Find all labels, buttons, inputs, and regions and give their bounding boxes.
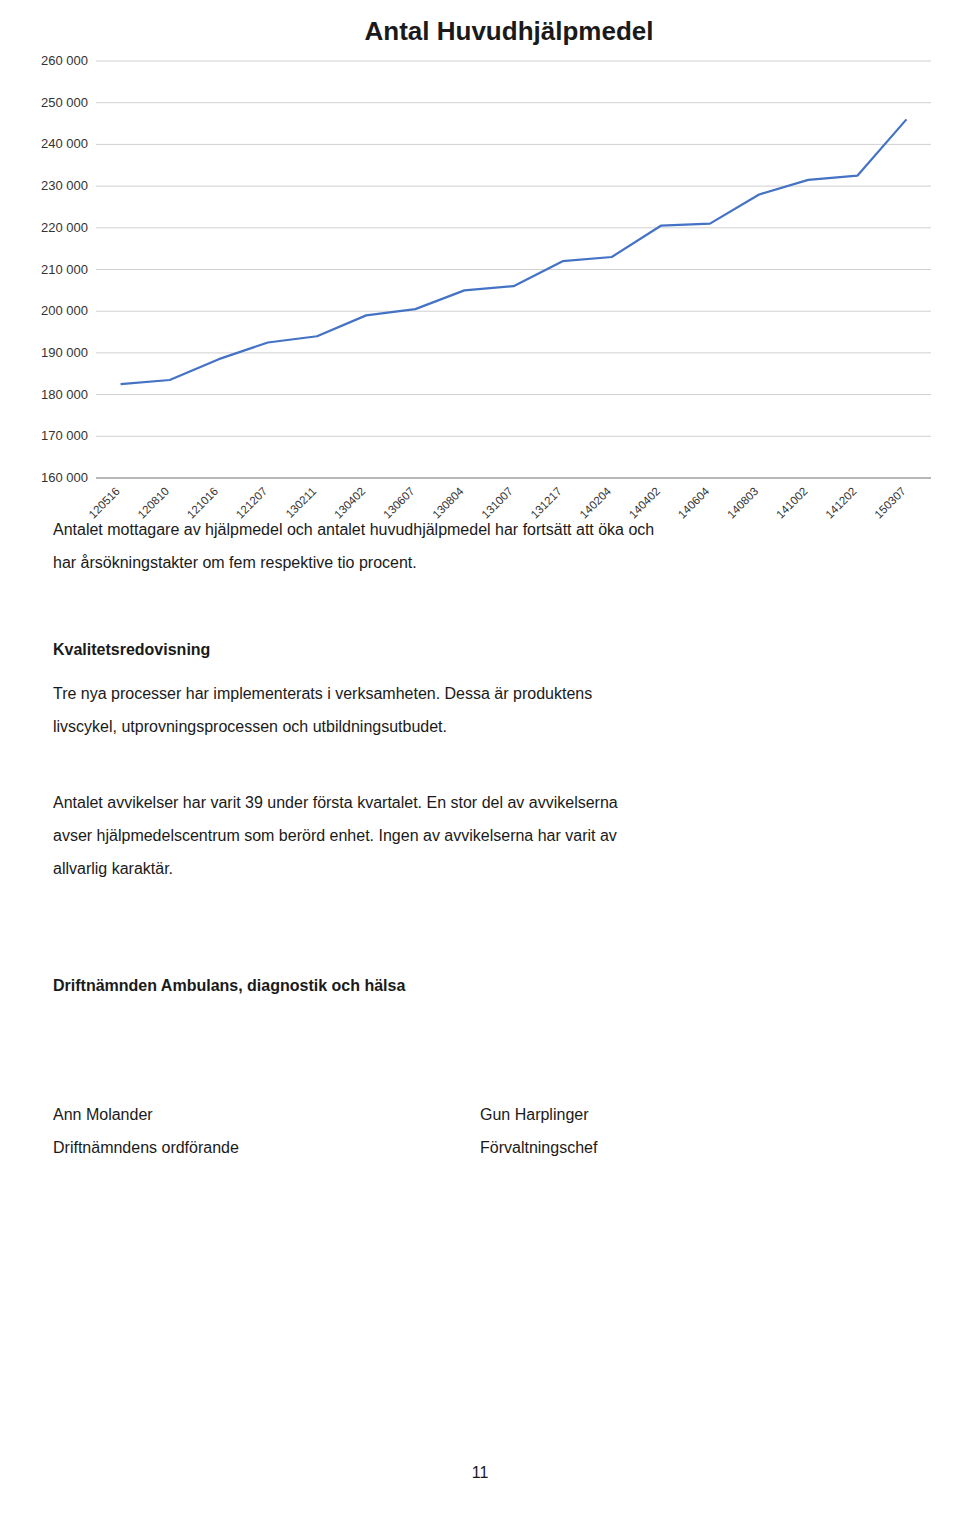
paragraph-line: livscykel, utprovningsprocessen och utbi…	[53, 716, 447, 738]
y-tick-label: 170 000	[41, 428, 88, 443]
x-tick-label: 120810	[135, 485, 171, 520]
x-tick-label: 140204	[578, 485, 614, 520]
y-tick-label: 200 000	[41, 303, 88, 318]
paragraph-line: Antalet avvikelser har varit 39 under fö…	[53, 792, 618, 814]
chart: Antal Huvudhjälpmedel 160 000 170 000 180 0…	[0, 0, 960, 520]
y-tick-label: 220 000	[41, 220, 88, 235]
y-grid	[96, 61, 931, 478]
y-tick-label: 160 000	[41, 470, 88, 485]
line	[121, 119, 907, 384]
chart-title: Antal Huvudhjälpmedel	[365, 16, 654, 46]
x-tick-label: 121207	[234, 485, 270, 520]
grid-line	[96, 478, 931, 479]
x-tick-label: 141002	[774, 485, 810, 520]
grid-line	[96, 436, 931, 437]
x-axis-line	[96, 478, 931, 479]
paragraph-line: Antalet mottagare av hjälpmedel och anta…	[53, 519, 654, 541]
y-tick-label: 230 000	[41, 178, 88, 193]
y-tick-label: 180 000	[41, 387, 88, 402]
grid-line	[96, 186, 931, 187]
x-tick-label: 131217	[528, 485, 564, 520]
x-tick-label: 121016	[185, 485, 221, 520]
x-tick-label: 131007	[479, 485, 515, 520]
paragraph-line: Tre nya processer har implementerats i v…	[53, 683, 592, 705]
paragraph-line: har årsökningstakter om fem respektive t…	[53, 552, 417, 574]
y-tick-label: 250 000	[41, 95, 88, 110]
x-tick-labels: 120516 120810 121016 121207 130211 130402 1306…	[86, 485, 908, 520]
grid-line	[96, 269, 931, 270]
page-number: 11	[0, 1462, 960, 1484]
y-tick-label: 240 000	[41, 136, 88, 151]
x-tick-label: 130402	[332, 485, 368, 520]
grid-line	[96, 61, 931, 62]
x-tick-label: 130211	[283, 485, 318, 520]
grid-line	[96, 394, 931, 395]
x-tick-label: 140604	[676, 485, 712, 520]
y-tick-labels: 160 000 170 000 180 000 190 000 200 000 210 0…	[41, 53, 88, 485]
x-tick-label: 120516	[86, 485, 122, 520]
grid-line	[96, 352, 931, 353]
signature-title: Förvaltningschef	[480, 1137, 597, 1159]
paragraph-line: allvarlig karaktär.	[53, 858, 173, 880]
x-tick-label: 140803	[725, 485, 761, 520]
signature-name: Gun Harplinger	[480, 1104, 589, 1126]
section-heading: Driftnämnden Ambulans, diagnostik och hä…	[53, 975, 405, 997]
signature-title: Driftnämndens ordförande	[53, 1137, 239, 1159]
grid-line	[96, 144, 931, 145]
x-tick-label: 140402	[627, 485, 663, 520]
x-tick-label: 130607	[381, 485, 417, 520]
grid-line	[96, 227, 931, 228]
section-heading: Kvalitetsredovisning	[53, 639, 210, 661]
y-tick-label: 260 000	[41, 53, 88, 68]
grid-line	[96, 102, 931, 103]
y-tick-label: 210 000	[41, 262, 88, 277]
signature-name: Ann Molander	[53, 1104, 153, 1126]
y-tick-label: 190 000	[41, 345, 88, 360]
series	[121, 119, 907, 384]
x-tick-label: 130804	[430, 485, 466, 520]
paragraph-line: avser hjälpmedelscentrum som berörd enhe…	[53, 825, 617, 847]
x-tick-label: 150307	[872, 485, 908, 520]
x-tick-label: 141202	[823, 485, 859, 520]
grid-line	[96, 311, 931, 312]
